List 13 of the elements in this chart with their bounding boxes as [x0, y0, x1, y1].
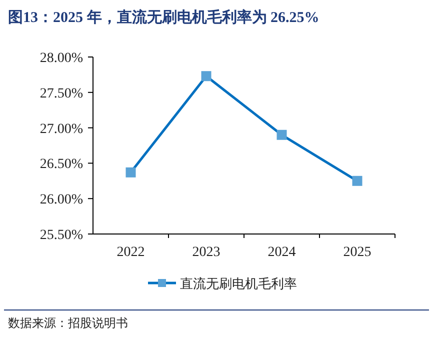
x-tick-label: 2025: [343, 245, 372, 260]
x-tick-label: 2023: [192, 245, 220, 260]
chart-title: 图13：2025 年，直流无刷电机毛利率为 26.25%: [8, 8, 320, 26]
legend-label: 直流无刷电机毛利率: [180, 276, 297, 292]
y-tick-label: 25.50%: [40, 228, 84, 243]
y-tick-label: 28.00%: [40, 51, 84, 66]
x-tick-label: 2024: [268, 245, 296, 260]
y-tick-label: 27.00%: [40, 122, 84, 137]
y-tick-label: 27.50%: [40, 86, 84, 102]
source-note: 数据来源：招股说明书: [8, 316, 128, 330]
x-tick-label: 2022: [116, 245, 145, 260]
y-tick-label: 26.00%: [40, 192, 84, 208]
y-tick-label: 26.50%: [40, 157, 84, 172]
